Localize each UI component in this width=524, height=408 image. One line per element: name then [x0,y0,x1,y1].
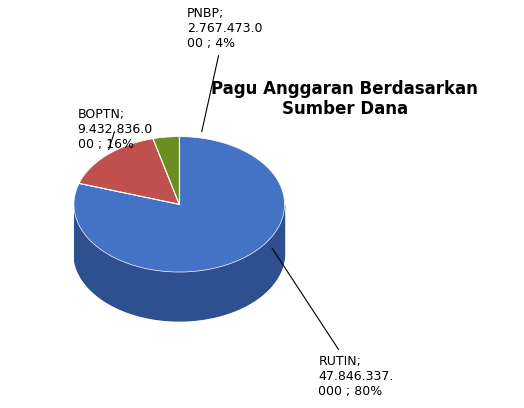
Text: RUTIN;
47.846.337.
000 ; 80%: RUTIN; 47.846.337. 000 ; 80% [272,248,394,398]
Polygon shape [74,137,285,272]
Text: Pagu Anggaran Berdasarkan
Sumber Dana: Pagu Anggaran Berdasarkan Sumber Dana [211,80,478,118]
Polygon shape [74,205,285,321]
Ellipse shape [74,186,285,321]
Polygon shape [79,139,179,204]
Text: PNBP;
2.767.473.0
00 ; 4%: PNBP; 2.767.473.0 00 ; 4% [187,7,263,132]
Text: BOPTN;
9.432.836.0
00 ; 16%: BOPTN; 9.432.836.0 00 ; 16% [78,108,153,151]
Polygon shape [153,137,179,204]
Polygon shape [74,205,285,321]
